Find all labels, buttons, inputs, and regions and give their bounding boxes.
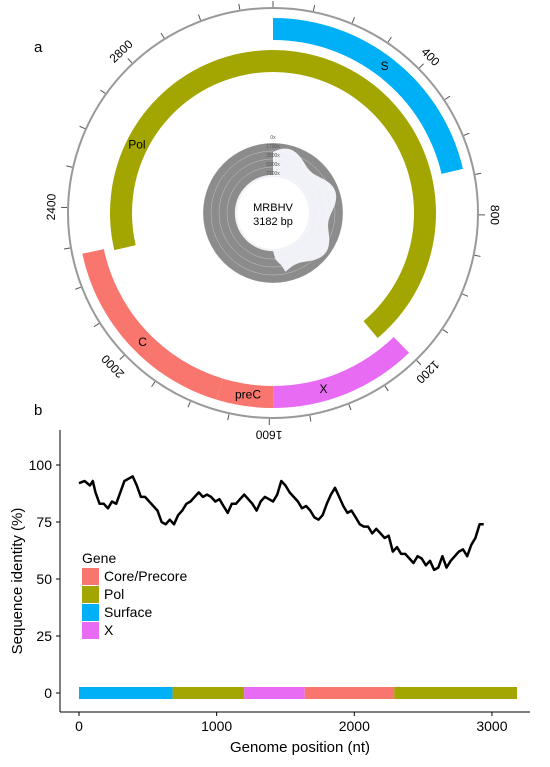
legend: Gene Core/Precore Pol Surface X bbox=[82, 550, 187, 639]
ring-tick bbox=[79, 125, 86, 130]
x-tick-label: 2000 bbox=[339, 718, 370, 734]
coverage-label: 3500x bbox=[266, 153, 280, 159]
ring-tick bbox=[66, 165, 73, 168]
coverage-gridline bbox=[202, 142, 344, 284]
x-axis-title: Genome position (nt) bbox=[230, 739, 370, 756]
y-tick-label: 0 bbox=[44, 685, 52, 701]
legend-label: X bbox=[104, 622, 114, 638]
ring-tick bbox=[475, 172, 482, 175]
genome-name: MRBHV bbox=[253, 202, 293, 214]
genome-size: 3182 bp bbox=[253, 216, 293, 228]
ring-tick bbox=[93, 322, 100, 328]
legend-swatch bbox=[82, 568, 99, 585]
x-axis-ticks: 0 1000 2000 3000 bbox=[75, 712, 508, 734]
ring-tick bbox=[227, 414, 230, 421]
ring-tick bbox=[474, 254, 481, 257]
ring-tick bbox=[119, 355, 125, 360]
ring-tick bbox=[387, 36, 392, 43]
ring-tick bbox=[348, 404, 352, 411]
gene-arc-c bbox=[82, 249, 223, 400]
coverage-gridline bbox=[234, 174, 312, 252]
coverage-gridline bbox=[210, 150, 336, 276]
ring-tick-label: 2000 bbox=[98, 352, 127, 381]
x-tick-label: 3000 bbox=[476, 718, 507, 734]
identity-series-line bbox=[78, 475, 484, 572]
ring-ticks bbox=[61, 1, 485, 425]
ring-tick bbox=[309, 415, 312, 422]
panel-label-a: a bbox=[34, 39, 43, 56]
y-axis-title: Sequence identity (%) bbox=[9, 508, 26, 655]
ring-tick bbox=[444, 95, 451, 100]
ring-tick bbox=[63, 247, 71, 250]
coverage-label: 7100x bbox=[266, 171, 280, 177]
gene-track-segment bbox=[394, 687, 517, 699]
ring-tick bbox=[100, 89, 106, 94]
ring-tick bbox=[151, 381, 156, 388]
gene-track bbox=[79, 687, 517, 699]
ring-tick-label: 2800 bbox=[107, 37, 136, 66]
gene-arc-prec bbox=[216, 378, 274, 409]
ring-tick bbox=[187, 401, 191, 408]
ring-tick bbox=[351, 17, 356, 24]
legend-label: Surface bbox=[104, 604, 152, 620]
ring-tick-label: 800 bbox=[488, 205, 502, 225]
gene-label-c: C bbox=[138, 335, 147, 349]
ring-tick bbox=[238, 3, 241, 10]
ring-tick bbox=[416, 360, 422, 366]
gene-track-segment bbox=[79, 687, 173, 699]
identity-line-chart: 0 25 50 75 100 0 1000 2000 3000 Gene Core/Preco… bbox=[9, 430, 530, 756]
ring-tick-label: 1600 bbox=[255, 428, 282, 442]
legend-swatch bbox=[82, 622, 99, 639]
y-tick-label: 100 bbox=[29, 457, 53, 473]
legend-label: Pol bbox=[104, 586, 124, 602]
panel-label-b: b bbox=[34, 402, 42, 419]
gene-track-segment bbox=[244, 687, 305, 699]
ring-tick bbox=[197, 14, 202, 21]
y-axis-ticks: 0 25 50 75 100 bbox=[29, 457, 60, 701]
gene-track-segment bbox=[172, 687, 245, 699]
gene-label-s: S bbox=[381, 59, 389, 73]
gene-label-x: X bbox=[320, 382, 328, 396]
coverage-plot: 0x 1700x 3500x 5300x 7100x bbox=[202, 135, 344, 284]
coverage-label: 0x bbox=[270, 135, 276, 141]
y-tick-label: 50 bbox=[36, 571, 52, 587]
plot-axes bbox=[59, 430, 530, 713]
ring-tick bbox=[127, 58, 133, 64]
legend-label: Core/Precore bbox=[104, 568, 187, 584]
gene-label-prec: preC bbox=[235, 387, 261, 401]
ring-tick bbox=[312, 5, 316, 12]
ring-tick bbox=[442, 329, 449, 334]
coverage-gridline bbox=[226, 166, 320, 260]
x-tick-label: 0 bbox=[75, 718, 83, 734]
gene-arc-pol bbox=[110, 49, 436, 338]
ring-tick bbox=[75, 286, 81, 290]
legend-swatch bbox=[82, 604, 99, 621]
ring-tick bbox=[384, 385, 389, 392]
y-tick-label: 25 bbox=[36, 628, 52, 644]
gene-track-segment bbox=[313, 687, 395, 699]
ring-tick bbox=[418, 63, 424, 69]
outer-ring bbox=[67, 7, 479, 419]
gene-arcs bbox=[82, 18, 463, 409]
gene-track-segment bbox=[304, 687, 314, 699]
gene-arc-s bbox=[273, 18, 463, 174]
legend-title: Gene bbox=[82, 550, 116, 566]
ring-tick-label: 2400 bbox=[44, 193, 59, 220]
gene-label-pol: Pol bbox=[128, 138, 145, 152]
coverage-label: 5300x bbox=[266, 162, 280, 168]
legend-swatch bbox=[82, 586, 99, 603]
coverage-gridline bbox=[218, 158, 328, 268]
ring-tick bbox=[462, 293, 469, 297]
y-tick-label: 75 bbox=[36, 514, 52, 530]
x-tick-label: 1000 bbox=[201, 718, 232, 734]
gene-arc-x bbox=[273, 336, 410, 408]
coverage-center bbox=[237, 177, 309, 249]
ring-tick bbox=[463, 132, 470, 136]
coverage-label: 1700x bbox=[266, 144, 280, 150]
ring-tick bbox=[160, 32, 165, 39]
